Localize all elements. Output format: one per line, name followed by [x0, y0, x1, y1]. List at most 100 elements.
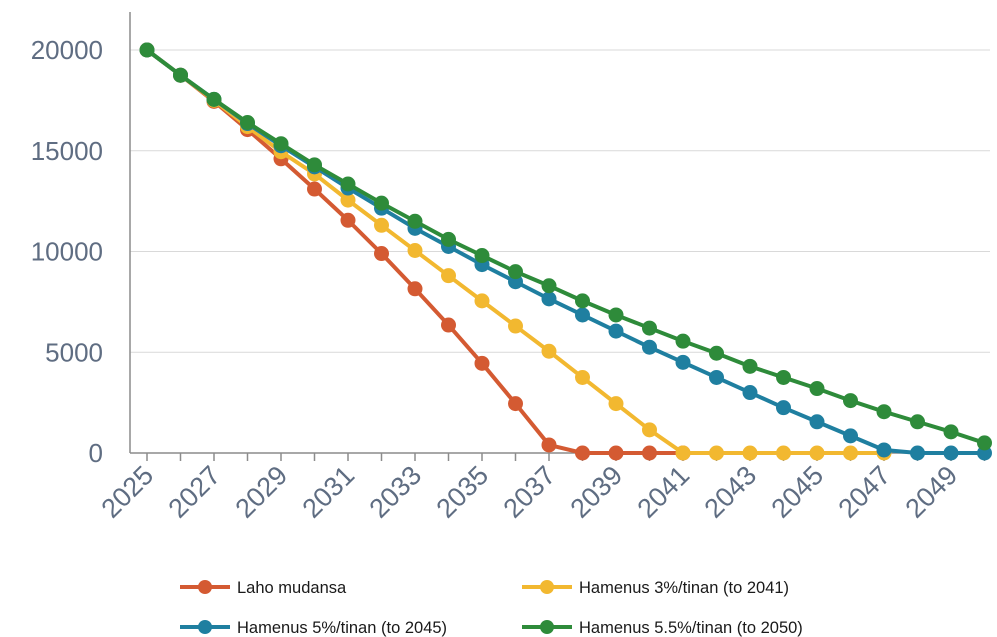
data-point	[709, 369, 724, 385]
legend-label: Hamenus 5%/tinan (to 2045)	[237, 619, 447, 637]
data-point	[843, 393, 858, 409]
data-point	[139, 42, 155, 58]
legend-swatch-marker	[540, 580, 554, 594]
data-point	[675, 445, 691, 461]
legend-swatch-marker	[198, 620, 212, 634]
data-point	[340, 212, 356, 228]
data-point	[608, 396, 624, 412]
data-point	[541, 278, 557, 294]
data-point	[776, 369, 791, 385]
data-point	[508, 264, 523, 280]
data-point	[508, 318, 523, 334]
gridlines	[130, 49, 990, 353]
data-point	[809, 445, 825, 461]
data-point	[340, 176, 356, 192]
data-point	[843, 445, 858, 461]
legend-item: Hamenus 5%/tinan (to 2045)	[180, 619, 447, 637]
data-point	[508, 396, 523, 412]
data-point	[776, 400, 791, 416]
data-point	[441, 317, 456, 333]
legend-item: Hamenus 5.5%/tinan (to 2050)	[522, 619, 803, 637]
data-point	[776, 445, 791, 461]
data-point	[541, 291, 557, 307]
data-point	[910, 414, 925, 430]
x-tick-label: 2029	[230, 460, 294, 524]
legend-item: Hamenus 3%/tinan (to 2041)	[522, 579, 789, 597]
series-2	[139, 42, 892, 461]
data-point	[307, 181, 322, 197]
data-point	[742, 385, 758, 401]
data-point	[910, 445, 925, 461]
y-tick-label: 10000	[31, 237, 103, 267]
data-point	[876, 442, 892, 458]
y-tick-label: 0	[89, 438, 103, 468]
data-point	[441, 231, 456, 247]
data-point	[608, 445, 624, 461]
x-tick-label: 2037	[498, 460, 562, 524]
data-point	[943, 424, 959, 440]
x-tick-label: 2045	[766, 460, 830, 524]
data-point	[206, 91, 222, 107]
x-tick-label: 2039	[565, 460, 629, 524]
y-tick-label: 15000	[31, 136, 103, 166]
x-tick-label: 2049	[900, 460, 964, 524]
y-tick-label: 5000	[45, 337, 103, 367]
data-point	[541, 343, 557, 359]
data-point	[575, 369, 590, 385]
data-point	[809, 414, 825, 430]
axes	[129, 12, 990, 454]
y-axis-ticks: 0 5000 10000 15000 20000	[31, 35, 103, 468]
data-point	[608, 307, 624, 323]
legend-swatch-marker	[540, 620, 554, 634]
data-point	[173, 67, 188, 83]
x-tick-label: 2025	[96, 460, 160, 524]
data-point	[374, 195, 389, 211]
x-tick-label: 2041	[632, 460, 696, 524]
series-layer	[139, 42, 992, 461]
data-point	[575, 307, 590, 323]
data-point	[675, 354, 691, 370]
data-point	[240, 115, 255, 131]
data-point	[474, 355, 490, 371]
legend-swatch-marker	[198, 580, 212, 594]
legend: Laho mudansa Hamenus 3%/tinan (to 2041) Ha…	[180, 579, 803, 637]
data-point	[742, 358, 758, 374]
data-point	[742, 445, 758, 461]
data-point	[273, 136, 289, 152]
data-point	[374, 217, 389, 233]
data-point	[340, 192, 356, 208]
data-point	[642, 339, 657, 355]
data-point	[307, 157, 322, 173]
data-point	[441, 268, 456, 284]
x-tick-label: 2047	[833, 460, 897, 524]
legend-label: Laho mudansa	[237, 579, 347, 597]
data-point	[876, 404, 892, 420]
data-point	[642, 422, 657, 438]
data-point	[642, 320, 657, 336]
data-point	[407, 281, 423, 297]
x-tick-label: 2043	[699, 460, 763, 524]
x-axis-ticks: 2025 2027 2029 2031 2033 2035 2037 2039 2041 2043…	[96, 453, 986, 524]
data-point	[407, 242, 423, 258]
data-point	[709, 445, 724, 461]
data-point	[608, 323, 624, 339]
legend-item: Laho mudansa	[180, 579, 347, 597]
data-point	[943, 445, 959, 461]
data-point	[977, 435, 992, 451]
data-point	[642, 445, 657, 461]
data-point	[709, 345, 724, 361]
data-point	[809, 381, 825, 397]
data-point	[407, 213, 423, 229]
data-point	[474, 248, 490, 264]
series-line	[145, 48, 986, 445]
x-tick-label: 2027	[163, 460, 227, 524]
legend-label: Hamenus 3%/tinan (to 2041)	[579, 579, 789, 597]
data-point	[575, 293, 590, 309]
x-tick-label: 2031	[297, 460, 361, 524]
x-tick-label: 2035	[431, 460, 495, 524]
series-4	[139, 42, 992, 451]
data-point	[374, 246, 389, 262]
legend-label: Hamenus 5.5%/tinan (to 2050)	[579, 619, 803, 637]
data-point	[843, 428, 858, 444]
